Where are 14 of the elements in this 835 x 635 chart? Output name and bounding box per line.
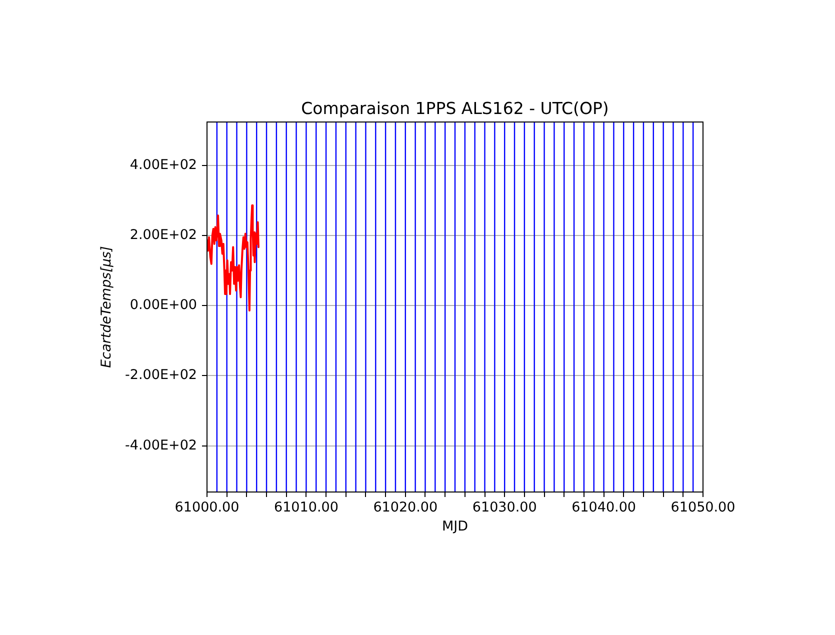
x-tick-label: 61010.00 <box>274 500 338 516</box>
y-tick-label: -2.00E+02 <box>125 367 197 384</box>
y-tick-label: -4.00E+02 <box>125 437 197 454</box>
x-tick-label: 61030.00 <box>472 500 537 516</box>
x-tick-label: 61000.00 <box>174 500 240 516</box>
chart-title: Comparaison 1PPS ALS162 - UTC(OP) <box>301 99 609 118</box>
x-tick-label: 61040.00 <box>572 500 636 516</box>
x-tick-label: 61050.00 <box>670 500 736 516</box>
x-tick-label: 61020.00 <box>373 500 438 516</box>
y-tick-label: 4.00E+02 <box>130 156 197 173</box>
y-tick-label: 0.00E+00 <box>130 297 197 314</box>
y-tick-label: 2.00E+02 <box>130 227 197 244</box>
y-axis-title: EcartdeTemps[μs] <box>98 246 115 368</box>
x-axis-title: MJD <box>442 518 468 534</box>
